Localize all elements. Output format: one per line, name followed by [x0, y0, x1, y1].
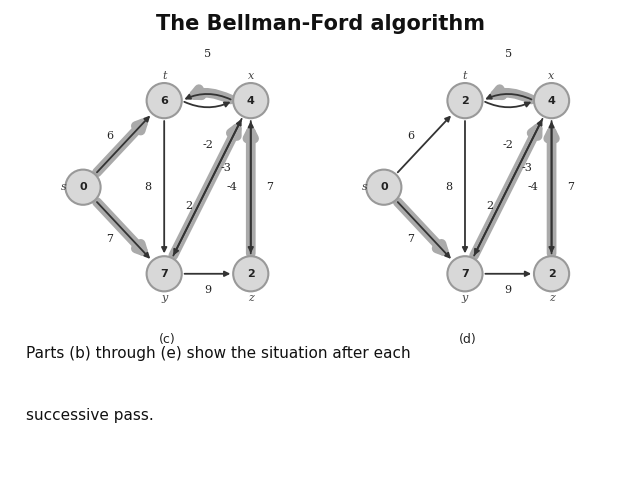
Text: s: s — [362, 182, 368, 192]
Text: 9: 9 — [204, 285, 211, 295]
Text: (c): (c) — [159, 333, 175, 346]
FancyArrowPatch shape — [97, 202, 149, 257]
Text: t: t — [162, 71, 166, 81]
Text: 7: 7 — [266, 182, 273, 192]
FancyArrowPatch shape — [463, 121, 467, 252]
Text: 2: 2 — [548, 269, 556, 279]
FancyArrowPatch shape — [397, 202, 444, 251]
FancyArrowPatch shape — [184, 272, 228, 276]
FancyArrowPatch shape — [162, 121, 166, 252]
Circle shape — [366, 169, 401, 205]
Text: Parts (b) through (e) show the situation after each: Parts (b) through (e) show the situation… — [26, 346, 410, 360]
Text: s: s — [61, 182, 67, 192]
Circle shape — [147, 83, 182, 118]
Text: x: x — [548, 71, 555, 81]
FancyArrowPatch shape — [397, 117, 450, 172]
Text: 2: 2 — [185, 201, 192, 211]
Circle shape — [233, 256, 268, 291]
Text: 9: 9 — [505, 285, 512, 295]
Text: -4: -4 — [527, 182, 538, 192]
Text: 0: 0 — [79, 182, 87, 192]
FancyArrowPatch shape — [194, 89, 230, 99]
Text: 4: 4 — [548, 96, 556, 106]
Text: 2: 2 — [461, 96, 469, 106]
Circle shape — [233, 83, 268, 118]
Text: successive pass.: successive pass. — [26, 408, 154, 423]
FancyArrowPatch shape — [173, 120, 241, 255]
FancyArrowPatch shape — [474, 120, 541, 255]
Text: 2: 2 — [247, 269, 255, 279]
Text: z: z — [548, 293, 554, 303]
Text: 7: 7 — [461, 269, 469, 279]
Text: -3: -3 — [221, 163, 232, 173]
FancyArrowPatch shape — [184, 102, 229, 107]
FancyArrowPatch shape — [186, 94, 230, 99]
Circle shape — [65, 169, 100, 205]
Circle shape — [147, 256, 182, 291]
FancyArrowPatch shape — [474, 129, 538, 255]
Text: t: t — [463, 71, 467, 81]
Text: 7: 7 — [408, 234, 414, 244]
FancyArrowPatch shape — [248, 121, 253, 252]
Text: -4: -4 — [227, 182, 237, 192]
Text: (d): (d) — [459, 333, 477, 346]
FancyArrowPatch shape — [475, 119, 543, 254]
Circle shape — [447, 83, 483, 118]
Text: 4: 4 — [247, 96, 255, 106]
Text: 8: 8 — [445, 182, 452, 192]
FancyArrowPatch shape — [97, 117, 149, 172]
Text: 6: 6 — [106, 131, 114, 141]
Text: 2: 2 — [486, 201, 493, 211]
FancyArrowPatch shape — [97, 123, 143, 172]
Text: 7: 7 — [160, 269, 168, 279]
FancyArrowPatch shape — [174, 119, 242, 254]
Circle shape — [534, 256, 569, 291]
FancyArrowPatch shape — [397, 202, 450, 257]
Text: -3: -3 — [522, 163, 532, 173]
Text: 5: 5 — [505, 49, 512, 59]
Text: -2: -2 — [202, 140, 213, 150]
FancyArrowPatch shape — [173, 129, 237, 255]
FancyArrowPatch shape — [487, 94, 531, 99]
FancyArrowPatch shape — [548, 132, 555, 253]
Text: 8: 8 — [145, 182, 152, 192]
Text: 7: 7 — [567, 182, 574, 192]
Text: z: z — [248, 293, 253, 303]
FancyArrowPatch shape — [248, 123, 253, 253]
Text: y: y — [161, 293, 167, 303]
Text: 0: 0 — [380, 182, 388, 192]
FancyArrowPatch shape — [248, 132, 254, 253]
Text: The Bellman-Ford algorithm: The Bellman-Ford algorithm — [156, 14, 484, 35]
FancyArrowPatch shape — [549, 121, 554, 252]
Text: 6: 6 — [407, 131, 415, 141]
Circle shape — [447, 256, 483, 291]
Text: y: y — [462, 293, 468, 303]
Circle shape — [534, 83, 569, 118]
Text: x: x — [248, 71, 254, 81]
FancyArrowPatch shape — [485, 272, 529, 276]
FancyArrowPatch shape — [495, 89, 531, 99]
Text: 6: 6 — [160, 96, 168, 106]
Text: -2: -2 — [503, 140, 514, 150]
FancyArrowPatch shape — [485, 102, 530, 107]
FancyArrowPatch shape — [97, 202, 143, 251]
FancyArrowPatch shape — [549, 123, 554, 253]
Text: 7: 7 — [107, 234, 113, 244]
Text: 5: 5 — [204, 49, 211, 59]
